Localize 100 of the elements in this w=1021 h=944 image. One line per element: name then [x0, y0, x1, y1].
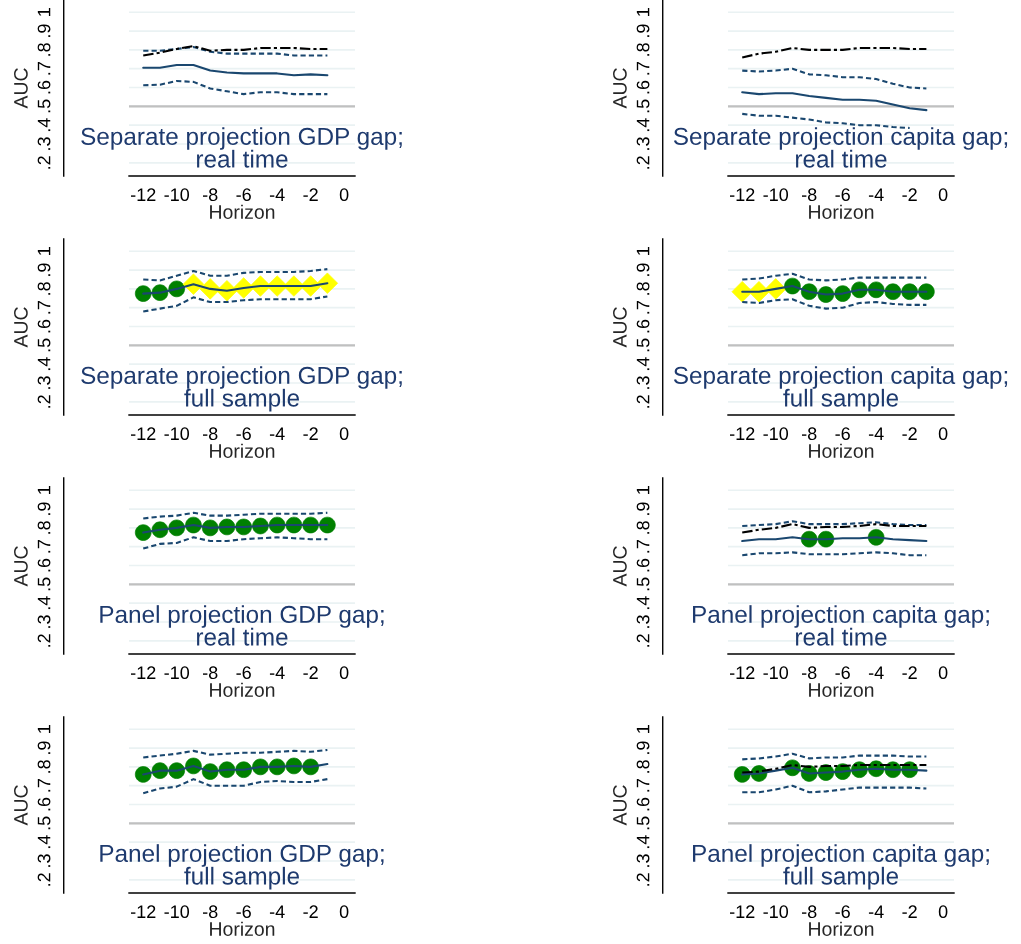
- y-tick-label: 1: [37, 725, 51, 733]
- y-tick-label: .9: [37, 502, 51, 515]
- x-tick-label: -6: [835, 666, 850, 680]
- x-tick-label: 0: [339, 905, 349, 919]
- x-tick-label: -2: [902, 666, 917, 679]
- y-tick-label: .6: [636, 558, 650, 572]
- y-tick-label: .2: [636, 873, 650, 886]
- y-tick-label: .3: [636, 615, 650, 628]
- y-tick-label: .6: [37, 80, 51, 94]
- y-tick-label: .7: [636, 301, 650, 314]
- x-tick-label: -12: [729, 666, 755, 679]
- x-axis-title: Horizon: [210, 443, 275, 458]
- y-axis-title: AUC: [613, 546, 627, 587]
- x-tick-label: -2: [303, 905, 318, 918]
- y-tick-label: .3: [37, 615, 51, 628]
- x-tick-label: -8: [801, 427, 817, 441]
- y-tick-label: .8: [636, 282, 650, 295]
- y-tick-label: .2: [37, 634, 51, 647]
- text: Panel projection GDP gap; full sample: [100, 844, 384, 890]
- x-tick-label: -6: [236, 427, 251, 441]
- y-tick-label: .3: [636, 376, 650, 389]
- x-tick-label: 0: [938, 905, 948, 919]
- y-axis-title: AUC: [14, 307, 28, 348]
- line-series: [142, 63, 329, 77]
- x-tick-label: -2: [902, 905, 917, 918]
- text: Separate projection capita gap; full sample: [673, 366, 1008, 412]
- y-tick-label: .2: [37, 156, 51, 169]
- y-tick-label: .5: [636, 338, 650, 352]
- y-tick-label: .7: [636, 540, 650, 553]
- y-tick-label: .3: [636, 854, 650, 867]
- y-tick-label: .9: [636, 741, 650, 754]
- y-tick-label: .5: [37, 577, 51, 591]
- x-tick-label: -4: [269, 905, 285, 918]
- y-tick-label: .6: [636, 319, 650, 333]
- y-tick-label: 1: [37, 8, 51, 16]
- x-tick-label: -6: [835, 427, 850, 441]
- line-series: [741, 523, 928, 534]
- y-tick-label: .7: [636, 779, 650, 792]
- x-tick-label: -6: [236, 905, 251, 919]
- y-tick-label: .4: [37, 118, 51, 132]
- y-tick-label: .9: [37, 741, 51, 754]
- y-axis-title: AUC: [613, 68, 627, 109]
- x-tick-label: -10: [164, 905, 190, 919]
- x-tick-label: -2: [303, 188, 318, 201]
- y-tick-label: .2: [37, 873, 51, 886]
- x-tick-label: -4: [868, 188, 884, 201]
- y-tick-label: .9: [636, 502, 650, 515]
- x-axis-title: Horizon: [809, 682, 874, 697]
- x-tick-label: -4: [269, 666, 285, 679]
- x-axis-title: Horizon: [809, 921, 874, 936]
- x-tick-label: -2: [303, 427, 318, 440]
- y-tick-label: 1: [636, 725, 650, 733]
- x-tick-label: 0: [938, 427, 948, 441]
- text: Separate projection GDP gap; real time: [81, 127, 402, 168]
- y-tick-label: .3: [37, 376, 51, 389]
- y-tick-label: 1: [636, 8, 650, 16]
- y-tick-label: .2: [636, 634, 650, 647]
- x-tick-label: 0: [339, 427, 349, 441]
- y-tick-label: .4: [636, 118, 650, 132]
- y-tick-label: .6: [37, 797, 51, 811]
- y-tick-label: .6: [636, 80, 650, 94]
- y-tick-label: .5: [636, 577, 650, 591]
- x-tick-label: -8: [801, 905, 817, 919]
- y-tick-label: .6: [37, 319, 51, 333]
- text: Separate projection GDP gap; full sample: [81, 366, 402, 412]
- y-tick-label: .9: [636, 263, 650, 276]
- y-tick-label: .3: [37, 137, 51, 150]
- x-tick-label: -4: [269, 188, 285, 201]
- y-tick-label: 1: [37, 247, 51, 255]
- x-tick-label: -12: [130, 427, 156, 440]
- x-tick-label: -8: [202, 188, 218, 202]
- y-tick-label: 1: [636, 247, 650, 255]
- text: Separate projection capita gap; real time: [673, 127, 1008, 168]
- x-tick-label: -10: [164, 188, 190, 202]
- line-series: [741, 46, 928, 59]
- line-series: [142, 79, 329, 96]
- y-axis-title: AUC: [14, 785, 28, 826]
- x-tick-label: -12: [729, 905, 755, 918]
- y-tick-label: .5: [636, 816, 650, 830]
- x-tick-label: -2: [303, 666, 318, 679]
- x-tick-label: -12: [729, 427, 755, 440]
- x-tick-label: -12: [130, 188, 156, 201]
- x-tick-label: -12: [130, 905, 156, 918]
- y-axis-title: AUC: [613, 785, 627, 826]
- x-tick-label: -10: [164, 427, 190, 441]
- y-tick-label: .8: [636, 521, 650, 534]
- y-tick-label: .4: [636, 835, 650, 849]
- y-tick-label: .4: [37, 596, 51, 610]
- x-axis-title: Horizon: [210, 682, 275, 697]
- text: Panel projection capita gap; full sample: [693, 844, 989, 890]
- y-tick-label: .4: [636, 357, 650, 371]
- x-tick-label: -12: [130, 666, 156, 679]
- y-tick-label: .2: [636, 156, 650, 169]
- x-tick-label: -8: [202, 905, 218, 919]
- y-tick-label: .7: [37, 779, 51, 792]
- x-tick-label: -10: [763, 188, 789, 202]
- x-tick-label: -4: [868, 905, 884, 918]
- x-tick-label: -2: [902, 427, 917, 440]
- y-tick-label: .5: [37, 816, 51, 830]
- x-tick-label: -10: [763, 666, 789, 680]
